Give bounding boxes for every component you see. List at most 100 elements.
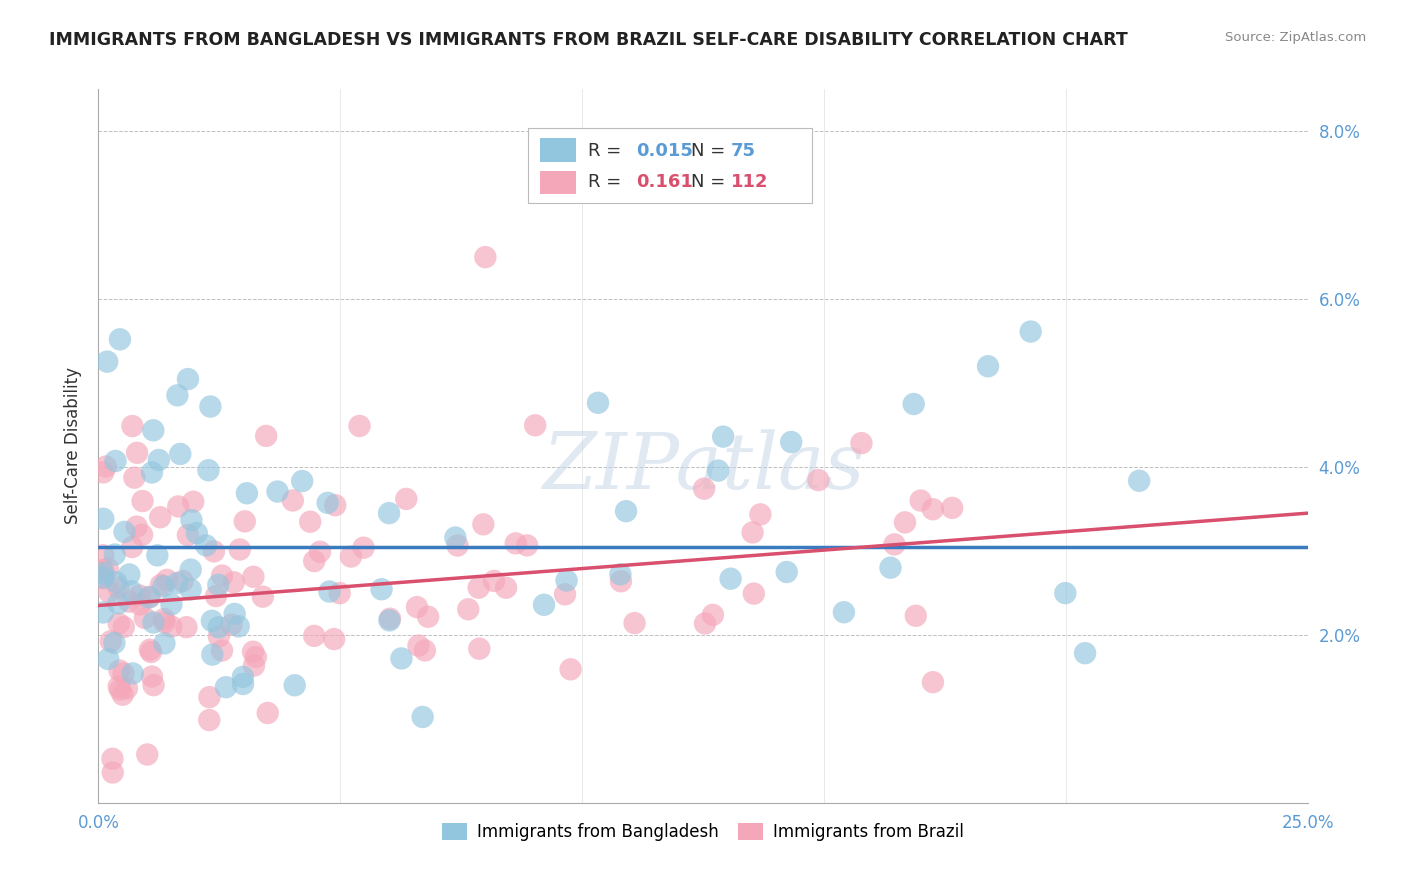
Point xyxy=(114,524,136,539)
Point xyxy=(112,666,135,681)
Point xyxy=(172,574,194,588)
Point xyxy=(149,510,172,524)
Text: 75: 75 xyxy=(731,142,756,160)
Point xyxy=(105,575,128,590)
Point xyxy=(446,539,468,553)
Point xyxy=(353,541,375,555)
Point xyxy=(505,536,527,550)
Point xyxy=(205,589,228,603)
Point xyxy=(97,561,120,575)
Point xyxy=(224,607,246,621)
Point xyxy=(91,571,114,585)
Point xyxy=(910,493,932,508)
Point xyxy=(121,419,143,434)
Point xyxy=(482,574,505,588)
Point xyxy=(941,500,963,515)
Point xyxy=(142,423,165,437)
Point xyxy=(91,606,114,620)
Point xyxy=(749,508,772,522)
Point xyxy=(299,515,322,529)
Point xyxy=(129,598,152,612)
Point xyxy=(318,584,340,599)
Point xyxy=(467,581,489,595)
Point xyxy=(245,649,267,664)
Point xyxy=(201,614,224,628)
Point xyxy=(195,538,218,552)
Point xyxy=(107,596,129,610)
FancyBboxPatch shape xyxy=(540,138,576,162)
Point xyxy=(468,641,491,656)
Text: 0.161: 0.161 xyxy=(637,173,693,191)
Point xyxy=(181,494,204,508)
Text: IMMIGRANTS FROM BANGLADESH VS IMMIGRANTS FROM BRAZIL SELF-CARE DISABILITY CORREL: IMMIGRANTS FROM BANGLADESH VS IMMIGRANTS… xyxy=(49,31,1128,49)
Point xyxy=(395,491,418,506)
Point xyxy=(139,645,162,659)
Point xyxy=(91,466,114,480)
Point xyxy=(711,429,734,443)
Point xyxy=(560,662,582,676)
Point xyxy=(474,250,496,264)
FancyBboxPatch shape xyxy=(527,128,811,203)
Point xyxy=(215,680,238,694)
Point xyxy=(153,612,176,626)
Point xyxy=(851,436,873,450)
Point xyxy=(742,586,765,600)
Point xyxy=(177,528,200,542)
Point xyxy=(309,545,332,559)
Point xyxy=(121,584,143,599)
Point xyxy=(131,528,153,542)
Point xyxy=(1128,474,1150,488)
Point xyxy=(108,332,131,346)
Point xyxy=(533,598,555,612)
Point xyxy=(141,669,163,683)
Point xyxy=(111,688,134,702)
Text: Source: ZipAtlas.com: Source: ZipAtlas.com xyxy=(1226,31,1367,45)
Text: 0.015: 0.015 xyxy=(637,142,693,160)
Point xyxy=(472,517,495,532)
Point xyxy=(201,648,224,662)
Point xyxy=(208,629,231,643)
Point xyxy=(208,620,231,634)
Point xyxy=(97,652,120,666)
Point xyxy=(160,619,183,633)
Point xyxy=(112,620,135,634)
Point xyxy=(291,474,314,488)
Point xyxy=(883,537,905,551)
Point xyxy=(408,639,430,653)
Legend: Immigrants from Bangladesh, Immigrants from Brazil: Immigrants from Bangladesh, Immigrants f… xyxy=(434,816,972,848)
Point xyxy=(1019,325,1042,339)
Point xyxy=(236,486,259,500)
Point xyxy=(1074,646,1097,660)
Text: ZIPatlas: ZIPatlas xyxy=(541,429,865,506)
Point xyxy=(780,435,803,450)
Point xyxy=(180,513,202,527)
Point xyxy=(242,645,264,659)
Point xyxy=(412,710,434,724)
Point xyxy=(693,616,716,631)
Point xyxy=(180,582,202,597)
Point xyxy=(229,542,252,557)
Point xyxy=(211,643,233,657)
Point xyxy=(141,466,163,480)
Point xyxy=(169,447,191,461)
Point xyxy=(281,493,304,508)
Point xyxy=(609,567,631,582)
Point xyxy=(903,397,925,411)
Point xyxy=(623,616,645,631)
Point xyxy=(233,514,256,528)
Point xyxy=(115,681,138,696)
Point xyxy=(91,570,114,584)
Point xyxy=(198,713,221,727)
Point xyxy=(136,747,159,762)
Point xyxy=(586,396,609,410)
Point xyxy=(101,752,124,766)
Point xyxy=(370,582,392,597)
Point xyxy=(91,563,114,577)
Point xyxy=(107,616,129,631)
Point xyxy=(444,531,467,545)
Point xyxy=(707,464,730,478)
Point xyxy=(921,502,943,516)
Point xyxy=(1054,586,1077,600)
Point xyxy=(108,664,131,678)
Point xyxy=(91,548,114,562)
